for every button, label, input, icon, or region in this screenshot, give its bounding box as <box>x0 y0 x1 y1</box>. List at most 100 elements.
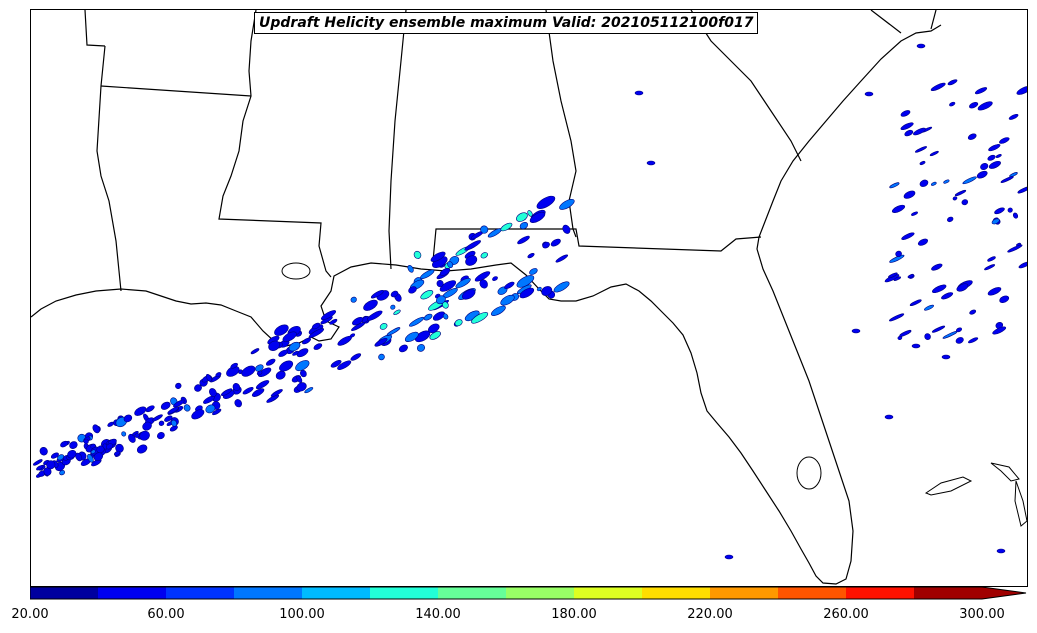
state-border-al-fl <box>432 228 762 262</box>
storm-cell <box>194 384 202 392</box>
storm-cell <box>996 548 1006 554</box>
storm-cell <box>992 326 1007 335</box>
storm-cell <box>949 101 956 107</box>
colorbar-outline <box>30 587 1027 600</box>
storm-cell <box>930 82 946 92</box>
storm-cell <box>536 195 556 209</box>
storm-cell <box>893 276 901 281</box>
storm-cell <box>929 150 939 157</box>
storm-cell <box>313 343 323 350</box>
colorbar-segment <box>30 587 99 599</box>
storm-cell <box>504 281 515 290</box>
storm-cell <box>282 331 297 342</box>
storm-cell <box>420 290 434 300</box>
storm-cell <box>462 289 476 300</box>
storm-cell <box>969 309 977 315</box>
storm-cell <box>529 268 538 275</box>
storm-cell <box>562 224 571 234</box>
storm-cell <box>900 122 914 130</box>
storm-cell <box>900 110 911 117</box>
storm-cell <box>955 337 964 344</box>
storm-cell <box>517 235 530 245</box>
storm-cell <box>916 43 926 49</box>
storm-cell <box>139 430 150 441</box>
storm-cell <box>183 404 191 412</box>
coastline <box>31 24 942 585</box>
storm-cell <box>296 382 307 392</box>
storm-cell <box>257 367 272 378</box>
colorbar-tick-label: 20.00 <box>11 607 49 622</box>
colorbar-segment <box>166 587 235 599</box>
storm-cell <box>480 252 488 259</box>
storm-cell <box>413 250 422 259</box>
storm-cell <box>1016 85 1027 95</box>
storm-cell <box>134 433 140 438</box>
storm-cell <box>113 450 121 456</box>
storm-cell <box>1018 261 1027 269</box>
storm-cell <box>268 340 280 351</box>
storm-cell <box>500 294 515 306</box>
storm-cell <box>527 210 533 217</box>
storm-cell <box>90 449 96 454</box>
storm-cell <box>270 389 283 397</box>
colorbar-segment <box>370 587 439 599</box>
storm-cell <box>464 240 481 251</box>
state-border-mississippi-river <box>218 10 332 278</box>
storm-cell <box>999 137 1010 144</box>
storm-cell <box>75 452 83 462</box>
storm-cell <box>899 330 912 337</box>
storm-cell <box>995 154 1002 158</box>
storm-cell <box>167 406 179 415</box>
storm-cell <box>999 295 1010 304</box>
storm-cell <box>157 432 165 440</box>
colorbar-segment <box>710 587 779 599</box>
storm-cell <box>121 431 127 437</box>
storm-cell <box>420 269 435 280</box>
colorbar-tick-label: 100.00 <box>279 607 325 622</box>
storm-cell <box>519 221 529 230</box>
colorbar-segment <box>234 587 303 599</box>
storm-cell <box>169 425 178 432</box>
storm-cell <box>947 216 954 223</box>
lake-okeechobee <box>796 456 822 490</box>
storm-cell <box>60 440 69 448</box>
island-bahamas <box>924 462 1027 527</box>
storm-cell <box>350 353 362 361</box>
storm-cell <box>393 309 401 315</box>
storm-cell <box>480 225 489 234</box>
storm-cell <box>969 101 979 109</box>
storm-cell <box>442 313 449 320</box>
storm-cell <box>350 296 357 303</box>
storm-cell <box>57 454 65 461</box>
storm-cell <box>889 313 905 322</box>
storm-cell <box>330 359 342 368</box>
storm-cell <box>884 414 894 420</box>
storm-cell <box>191 409 205 420</box>
storm-cell <box>864 91 874 97</box>
storm-cell <box>220 388 233 396</box>
storm-cell <box>542 241 550 249</box>
colorbar-segment <box>846 587 915 599</box>
storm-cell <box>50 452 59 459</box>
storm-cell <box>541 286 553 296</box>
storm-cell <box>170 419 178 427</box>
storm-cell <box>455 277 471 289</box>
storm-cell <box>115 443 124 453</box>
storm-cell <box>924 333 931 340</box>
storm-cell <box>889 254 905 263</box>
colorbar-tick-label: 220.00 <box>687 607 733 622</box>
storm-cell <box>136 444 148 454</box>
storm-cell <box>1008 113 1019 120</box>
storm-cell <box>423 313 433 321</box>
storm-cell <box>363 299 378 311</box>
storm-cell <box>941 354 951 360</box>
storm-cell <box>69 441 78 449</box>
colorbar-segment <box>914 587 983 599</box>
storm-cell <box>91 458 102 467</box>
updraft-helicity-contours <box>33 43 1027 560</box>
storm-cell <box>275 370 286 380</box>
storm-cell <box>265 358 276 366</box>
storm-cell <box>913 127 926 136</box>
storm-cell <box>500 222 513 232</box>
colorbar-segment <box>506 587 575 599</box>
